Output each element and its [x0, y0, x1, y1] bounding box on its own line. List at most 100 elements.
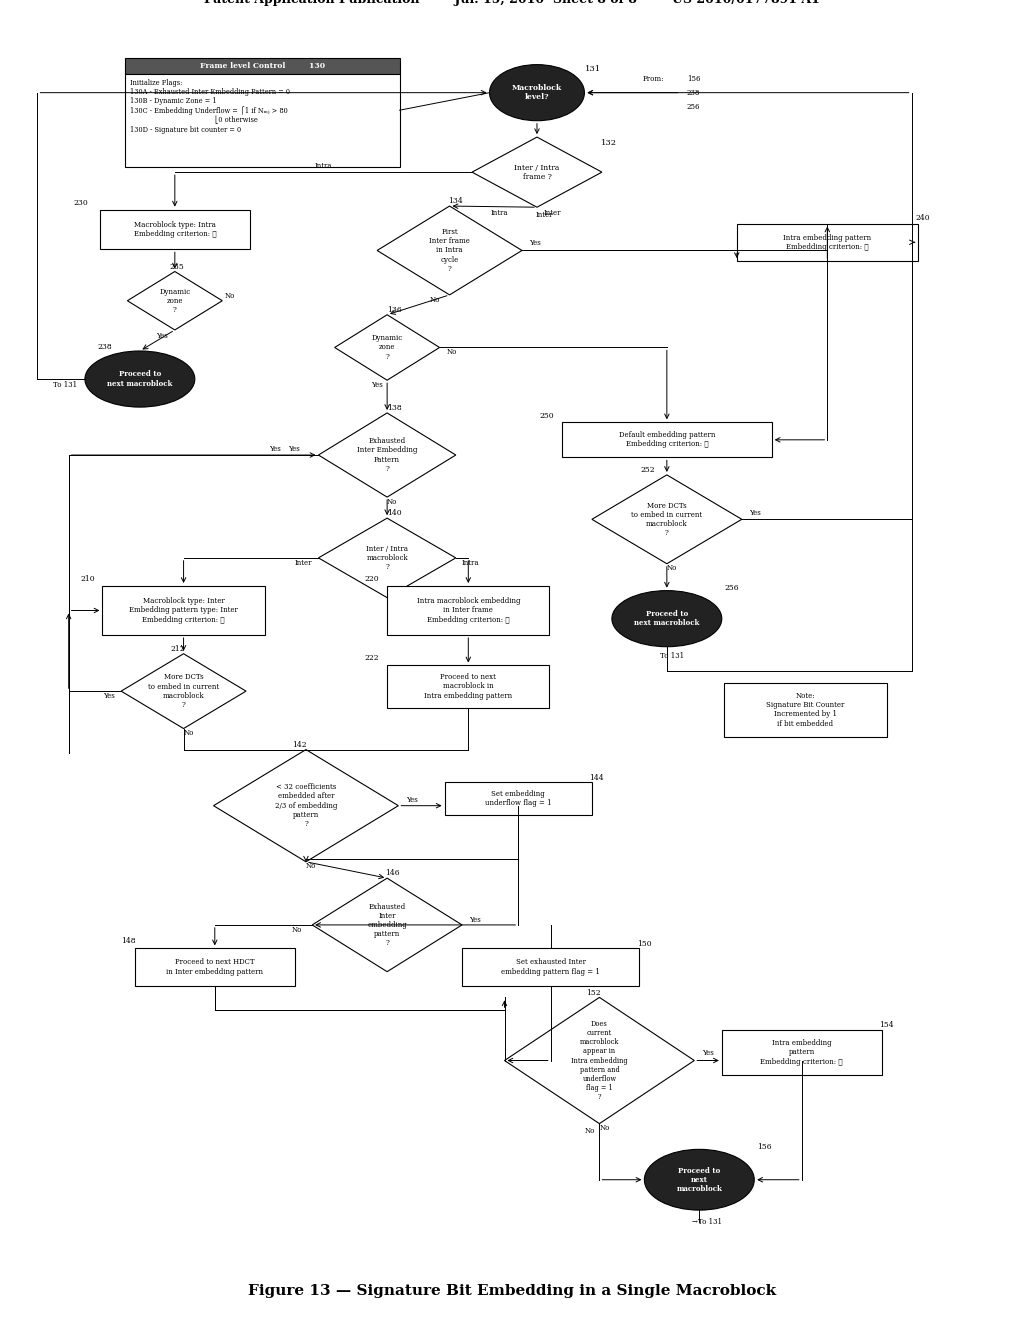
Text: Yes: Yes [269, 445, 281, 453]
Text: No: No [447, 348, 458, 356]
Text: No: No [599, 1125, 609, 1133]
Text: 152: 152 [586, 989, 600, 997]
Text: 150: 150 [637, 940, 651, 948]
FancyBboxPatch shape [387, 665, 550, 708]
Text: Inter / Intra
frame ?: Inter / Intra frame ? [514, 164, 560, 181]
Text: Dynamic
zone
?: Dynamic zone ? [372, 334, 402, 360]
Polygon shape [214, 750, 398, 862]
Text: 142: 142 [293, 741, 307, 748]
Text: Intra embedding pattern
Embedding criterion: ⑤: Intra embedding pattern Embedding criter… [783, 234, 871, 251]
Text: More DCTs
to embed in current
macroblock
?: More DCTs to embed in current macroblock… [148, 673, 219, 709]
Text: Proceed to
next
macroblock: Proceed to next macroblock [677, 1167, 722, 1193]
Ellipse shape [489, 65, 585, 120]
Text: 144: 144 [590, 774, 604, 781]
Text: 230: 230 [74, 198, 88, 206]
FancyBboxPatch shape [444, 783, 592, 814]
Text: Set embedding
underflow flag = 1: Set embedding underflow flag = 1 [485, 791, 552, 808]
Text: Yes: Yes [288, 445, 299, 453]
Text: Intra: Intra [314, 162, 332, 170]
Polygon shape [505, 998, 694, 1123]
Text: Yes: Yes [406, 796, 418, 804]
FancyBboxPatch shape [722, 1030, 882, 1074]
Text: 148: 148 [121, 937, 136, 945]
Text: →To 131: →To 131 [692, 1218, 722, 1226]
Text: Initialize Flags:
130A - Exhausted Inter Embedding Pattern = 0
130B - Dynamic Zo: Initialize Flags: 130A - Exhausted Inter… [130, 79, 290, 133]
Text: Macroblock
level?: Macroblock level? [512, 84, 562, 102]
Text: No: No [387, 498, 397, 506]
Polygon shape [592, 475, 741, 564]
Text: 154: 154 [880, 1022, 894, 1030]
Text: Proceed to
next macroblock: Proceed to next macroblock [108, 371, 173, 388]
Text: Set exhausted Inter
embedding pattern flag = 1: Set exhausted Inter embedding pattern fl… [502, 958, 600, 975]
Polygon shape [318, 519, 456, 598]
Polygon shape [312, 878, 462, 972]
Text: 134: 134 [449, 198, 463, 206]
Text: Intra: Intra [490, 209, 508, 216]
FancyBboxPatch shape [125, 58, 399, 74]
Text: 238: 238 [97, 343, 113, 351]
Text: Patent Application Publication        Jul. 15, 2010  Sheet 8 of 8        US 2010: Patent Application Publication Jul. 15, … [204, 0, 820, 5]
Text: From:: From: [643, 75, 665, 83]
Text: More DCTs
to embed in current
macroblock
?: More DCTs to embed in current macroblock… [631, 502, 702, 537]
Text: Yes: Yes [750, 510, 761, 517]
Text: 136: 136 [387, 306, 402, 314]
Text: 238: 238 [687, 88, 700, 96]
Text: Macroblock type: Intra
Embedding criterion: ④: Macroblock type: Intra Embedding criteri… [133, 220, 216, 238]
Text: No: No [183, 729, 194, 737]
Text: Macroblock type: Inter
Embedding pattern type: Inter
Embedding criterion: ①: Macroblock type: Inter Embedding pattern… [129, 597, 238, 623]
Text: First
Inter frame
in Intra
cycle
?: First Inter frame in Intra cycle ? [429, 228, 470, 273]
Text: 138: 138 [387, 404, 402, 412]
Polygon shape [472, 137, 602, 207]
Text: No: No [667, 565, 677, 573]
Ellipse shape [644, 1150, 755, 1210]
Text: Proceed to next
macroblock in
Intra embedding pattern: Proceed to next macroblock in Intra embe… [424, 673, 512, 700]
FancyBboxPatch shape [387, 586, 550, 635]
Text: To 131: To 131 [659, 652, 684, 660]
Ellipse shape [612, 590, 722, 647]
Text: Yes: Yes [529, 239, 542, 247]
Text: 256: 256 [724, 585, 739, 593]
Text: Inter / Intra
macroblock
?: Inter / Intra macroblock ? [367, 545, 409, 572]
Text: Yes: Yes [157, 331, 168, 339]
Text: Does
current
macroblock
appear in
Intra embedding
pattern and
underflow
flag = 1: Does current macroblock appear in Intra … [571, 1020, 628, 1101]
Text: 250: 250 [540, 412, 554, 421]
Text: Proceed to next HDCT
in Inter embedding pattern: Proceed to next HDCT in Inter embedding … [166, 958, 263, 975]
Polygon shape [121, 653, 246, 729]
Text: Proceed to
next macroblock: Proceed to next macroblock [634, 610, 699, 627]
Text: 140: 140 [387, 510, 402, 517]
Text: To 131: To 131 [53, 381, 78, 389]
Text: No: No [585, 1127, 595, 1135]
Text: Yes: Yes [701, 1049, 714, 1057]
Text: < 32 coefficients
embedded after
2/3 of embedding
pattern
?: < 32 coefficients embedded after 2/3 of … [274, 783, 337, 828]
Text: 132: 132 [601, 139, 617, 147]
Text: No: No [224, 292, 234, 300]
Text: Yes: Yes [470, 916, 481, 924]
Polygon shape [335, 314, 439, 380]
Text: No: No [292, 925, 302, 933]
FancyBboxPatch shape [102, 586, 265, 635]
Text: 156: 156 [687, 75, 700, 83]
Text: 210: 210 [80, 576, 95, 583]
FancyBboxPatch shape [724, 682, 887, 737]
Text: Intra macroblock embedding
in Inter frame
Embedding criterion: ②: Intra macroblock embedding in Inter fram… [417, 597, 520, 623]
Text: Inter: Inter [543, 209, 561, 216]
FancyBboxPatch shape [125, 74, 399, 168]
Text: Inter: Inter [536, 211, 553, 219]
Polygon shape [377, 206, 522, 294]
FancyBboxPatch shape [737, 223, 918, 261]
Text: 156: 156 [757, 1143, 771, 1151]
Text: Figure 13 — Signature Bit Embedding in a Single Macroblock: Figure 13 — Signature Bit Embedding in a… [248, 1284, 776, 1298]
Polygon shape [318, 413, 456, 498]
Text: 220: 220 [365, 576, 380, 583]
Text: No: No [429, 296, 439, 304]
Text: 146: 146 [385, 870, 399, 878]
Text: 222: 222 [365, 655, 380, 663]
Text: 131: 131 [585, 65, 601, 74]
Ellipse shape [85, 351, 195, 407]
Text: Yes: Yes [103, 692, 115, 700]
Text: Inter: Inter [295, 558, 312, 566]
Text: Yes: Yes [372, 381, 383, 389]
Text: 240: 240 [915, 214, 930, 222]
FancyBboxPatch shape [135, 948, 295, 986]
Text: 212: 212 [170, 645, 184, 653]
